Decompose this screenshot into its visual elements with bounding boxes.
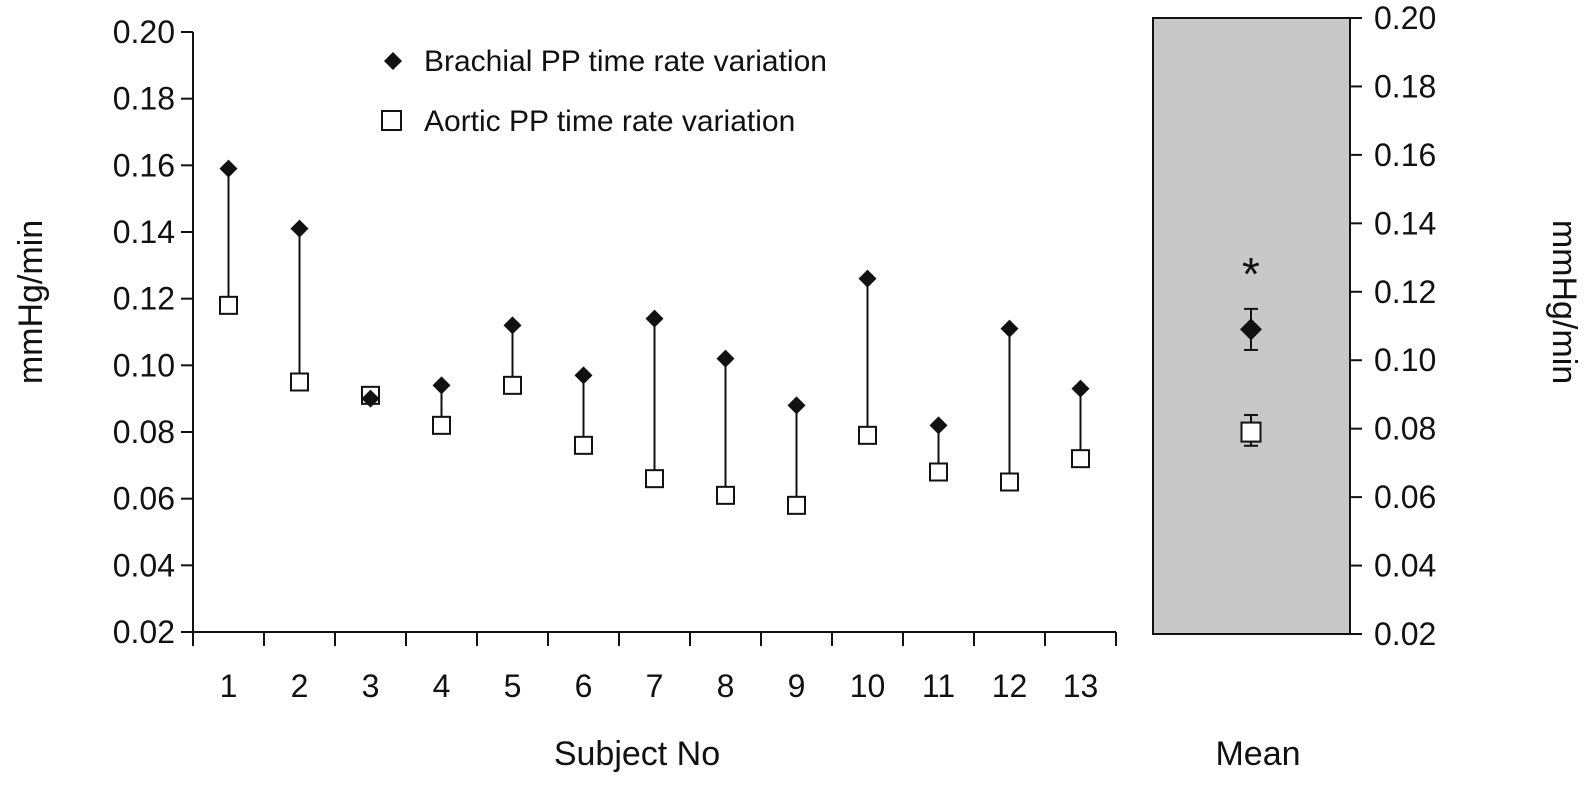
point-aortic [929, 462, 948, 482]
x-tick-label: 10 [850, 668, 886, 704]
legend-marker-aortic [381, 110, 402, 131]
significance-annotation: * [1242, 248, 1260, 300]
point-brachial [290, 219, 309, 238]
x-tick-label: 11 [922, 668, 955, 704]
point-aortic [787, 495, 806, 515]
mean-plot: 0.20 0.18 0.16 0.14 0.12 0.10 0.08 0.06 0.04 0.02… [1152, 0, 1436, 652]
point-aortic [432, 415, 451, 435]
point-aortic [858, 425, 877, 445]
x-tick-label: 1 [220, 668, 238, 704]
right-y-tick-label: 0.10 [1374, 342, 1436, 378]
mean-point-brachial [1240, 318, 1262, 341]
y-tick-label: 0.16 [113, 147, 175, 183]
y-tick-label: 0.14 [113, 214, 175, 250]
y-axis-title-left: mmHg/min [12, 220, 50, 384]
y-tick-label: 0.18 [113, 81, 175, 117]
point-brachial [574, 366, 593, 385]
point-aortic [574, 435, 593, 455]
right-y-tick-label: 0.12 [1374, 274, 1436, 310]
point-brachial [219, 159, 238, 178]
x-tick-label: 3 [362, 668, 380, 704]
point-aortic [645, 469, 664, 489]
x-tick-label: 7 [646, 668, 664, 704]
right-y-tick-label: 0.16 [1374, 137, 1436, 173]
x-tick-label: 4 [433, 668, 451, 704]
right-y-tick-label: 0.08 [1374, 411, 1436, 447]
legend-label-brachial: Brachial PP time rate variation [424, 45, 827, 78]
chart-legend: Brachial PP time rate variation Aortic P… [381, 45, 827, 138]
point-aortic [219, 295, 238, 315]
y-tick-label: 0.06 [113, 481, 175, 517]
x-tick-label: 8 [717, 668, 735, 704]
subject-plot: 0.20 0.18 0.16 0.14 0.12 0.10 0.08 0.06 0.04 0.02… [113, 14, 1117, 704]
x-tick-label: 13 [1063, 668, 1099, 704]
right-y-tick-label: 0.14 [1374, 205, 1436, 241]
mean-point-aortic [1240, 421, 1262, 443]
y-tick-label: 0.10 [113, 347, 175, 383]
x-tick-label: 2 [291, 668, 309, 704]
point-brachial [716, 349, 735, 368]
y-tick-label: 0.08 [113, 414, 175, 450]
point-aortic [1000, 472, 1019, 492]
right-y-tick-label: 0.02 [1374, 616, 1436, 652]
point-aortic [716, 485, 735, 505]
y-tick-label: 0.02 [113, 614, 175, 650]
point-brachial [432, 376, 451, 395]
x-axis-title: Subject No [554, 735, 720, 773]
x-tick-label: 9 [788, 668, 806, 704]
point-brachial [1071, 379, 1090, 398]
right-y-tick-label: 0.20 [1374, 0, 1436, 36]
point-brachial [787, 396, 806, 415]
y-axis-title-right: mmHg/min [1545, 220, 1583, 384]
point-brachial [503, 316, 522, 335]
point-aortic [503, 375, 522, 395]
point-brachial [361, 389, 380, 408]
point-brachial [1000, 319, 1019, 338]
point-brachial [929, 416, 948, 435]
y-tick-label: 0.20 [113, 14, 175, 50]
y-tick-label: 0.04 [113, 547, 175, 583]
point-aortic [290, 372, 309, 392]
right-y-tick-label: 0.04 [1374, 548, 1436, 584]
legend-label-aortic: Aortic PP time rate variation [424, 105, 795, 138]
x-tick-label: 5 [504, 668, 522, 704]
point-brachial [645, 309, 664, 328]
legend-marker-brachial [384, 52, 402, 70]
point-aortic [1071, 449, 1090, 469]
y-tick-label: 0.12 [113, 281, 175, 317]
point-brachial [858, 269, 877, 288]
right-y-tick-label: 0.18 [1374, 68, 1436, 104]
mean-axis-title: Mean [1215, 735, 1300, 773]
right-y-tick-label: 0.06 [1374, 479, 1436, 515]
x-tick-label: 6 [575, 668, 593, 704]
x-tick-label: 12 [992, 668, 1028, 704]
